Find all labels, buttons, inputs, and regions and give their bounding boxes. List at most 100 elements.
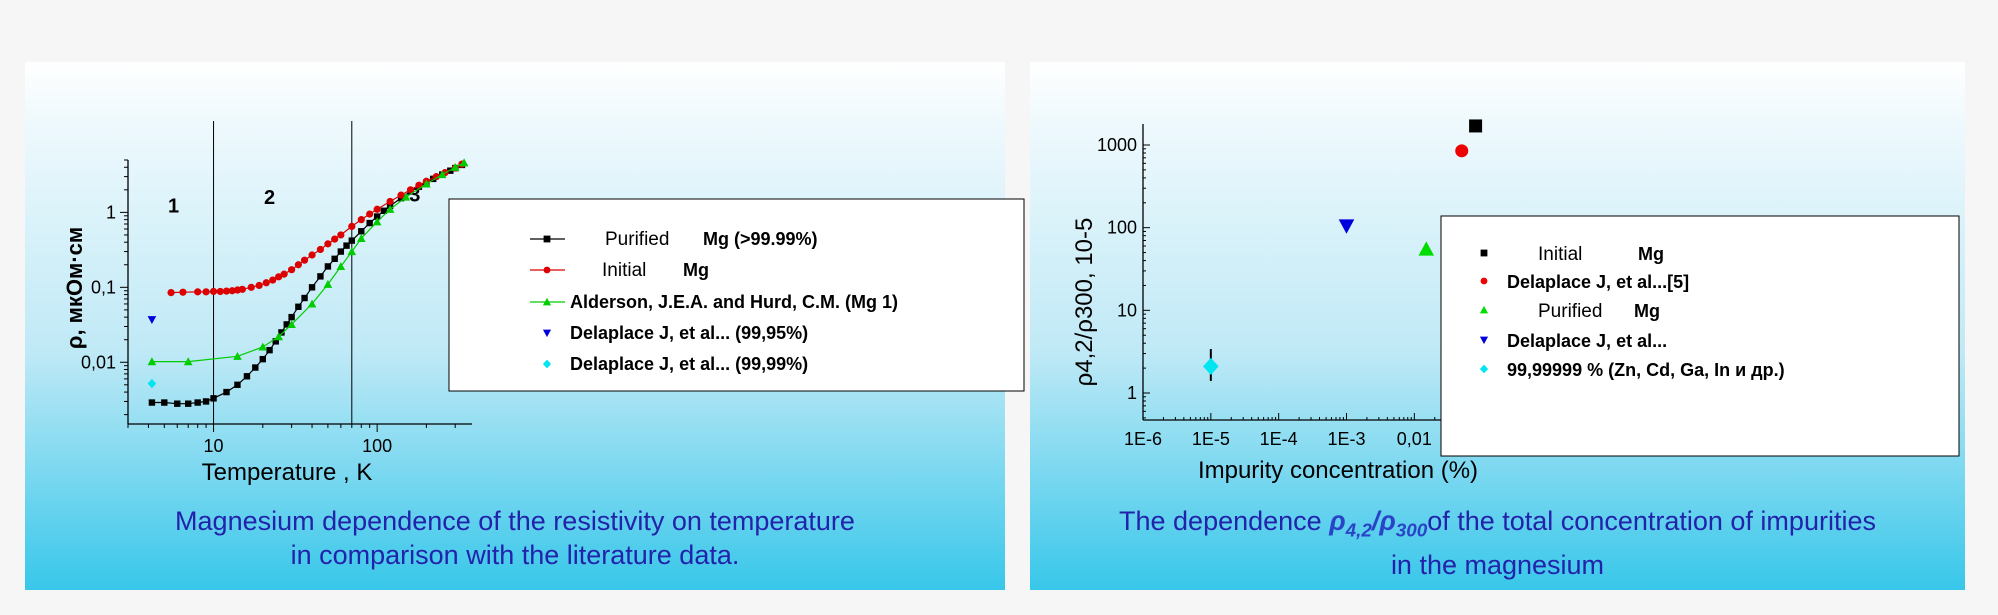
chart1-data-point <box>161 399 168 406</box>
chart1-data-point <box>259 355 266 363</box>
chart2-x-tick-label: 1E-5 <box>1192 429 1230 449</box>
chart1-x-axis-title: Temperature , K <box>202 459 373 486</box>
chart1-data-point <box>308 284 316 291</box>
chart1-data-point <box>274 332 283 341</box>
chart1-region-label: 3 <box>409 184 420 206</box>
chart1-data-point <box>287 320 296 329</box>
chart1-series-2 <box>147 158 469 366</box>
chart1-series-3 <box>147 316 157 324</box>
chart1-y-tick-label: 0,01 <box>81 352 116 372</box>
chart1-data-point <box>228 287 236 295</box>
left-caption: Magnesium dependence of the resistivity … <box>25 504 1005 572</box>
left-caption-line1: Magnesium dependence of the resistivity … <box>175 506 855 536</box>
chart2-legend: Initial Mg Delaplace J, et al...[5] Purifie… <box>1440 215 1960 457</box>
chart2-series-4 <box>1203 349 1219 381</box>
chart2-data-point <box>1338 219 1355 234</box>
chart1-data-point <box>422 179 431 188</box>
chart1-data-point <box>294 261 302 269</box>
chart1-data-point <box>348 237 356 244</box>
chart1-data-point <box>337 248 345 255</box>
chart1-series-4 <box>147 378 157 389</box>
chart1-legend-entry: Initial <box>602 260 646 281</box>
chart2-axes: 1E-61E-51E-41E-30,010,111101001000Impuri… <box>1071 124 1555 484</box>
chart1-data-point <box>380 207 388 214</box>
chart1-data-point <box>317 273 324 280</box>
chart1-data-point <box>202 288 210 296</box>
chart1-legend-marker <box>542 297 552 306</box>
chart1-data-point <box>148 399 156 406</box>
chart1-data-point <box>183 357 193 366</box>
right-caption-rest: of the total concentration of impurities <box>1427 506 1876 536</box>
chart1-data-point <box>247 283 255 291</box>
chart1-data-point <box>194 399 201 406</box>
chart1-data-point <box>301 294 308 302</box>
chart2-legend-marker <box>1480 277 1488 285</box>
chart1-data-point <box>356 234 366 242</box>
chart1-data-point <box>366 219 373 227</box>
chart1-x-tick-label: 10 <box>204 436 224 456</box>
chart1-data-point <box>210 395 217 402</box>
chart1-data-point <box>323 279 333 288</box>
chart1-data-point <box>406 186 415 194</box>
chart1-data-point <box>373 205 381 213</box>
chart2-x-tick-label: 1E-3 <box>1327 429 1365 449</box>
chart1-y-tick-label: 1 <box>106 202 116 222</box>
right-caption-prefix: The dependence <box>1119 506 1330 536</box>
chart1-data-point <box>202 398 210 405</box>
chart1-data-point <box>307 299 317 308</box>
chart1-data-point <box>331 255 338 263</box>
chart1-data-point <box>373 213 381 220</box>
chart1-data-point <box>272 338 279 345</box>
chart1-legend-entry: Alderson, J.E.A. and Hurd, C.M. (Mg 1) <box>570 292 898 312</box>
chart2-y-tick-label: 1000 <box>1097 135 1137 155</box>
chart2-legend-entry: Initial <box>1538 244 1582 265</box>
chart1-data-point <box>295 303 302 310</box>
chart1-data-point <box>280 270 288 278</box>
chart2-legend-entry-suffix: Mg <box>1634 301 1660 321</box>
chart1-region-label: 1 <box>168 195 179 217</box>
chart2-series-1 <box>1455 144 1469 158</box>
chart1-legend-entry-suffix: Mg (>99.99%) <box>703 229 818 249</box>
chart1-data-point <box>185 400 192 407</box>
chart2-series-2 <box>1418 241 1435 256</box>
chart1-data-point <box>174 400 181 407</box>
left-caption-line2: in comparison with the literature data. <box>290 540 740 570</box>
chart2-legend-marker <box>1479 336 1489 345</box>
chart1-legend-entry: Delaplace J, et al... (99,95%) <box>570 323 808 343</box>
right-caption-formula: ρ4,2/ρ300 <box>1329 506 1428 542</box>
chart1-legend-marker <box>542 359 552 369</box>
chart1-data-point <box>308 251 316 259</box>
chart1-data-point <box>147 316 157 324</box>
chart1-data-point <box>258 342 268 351</box>
chart2-legend-entry: Delaplace J, et al...[5] <box>1507 272 1689 292</box>
chart1-legend-entry: Purified <box>605 229 669 250</box>
chart1-data-point <box>385 204 395 213</box>
chart1-data-point <box>372 217 382 226</box>
chart2-y-tick-label: 1 <box>1127 383 1137 403</box>
chart1-legend-marker <box>543 266 551 274</box>
chart2-legend-marker <box>1480 249 1488 257</box>
chart2-y-tick-label: 100 <box>1107 218 1137 238</box>
chart1-data-point <box>216 287 224 296</box>
chart1-data-point <box>324 240 332 248</box>
chart2-legend-marker <box>1479 305 1489 314</box>
chart1-data-point <box>316 245 325 254</box>
chart1-data-point <box>343 242 350 249</box>
chart1-axes: 10 100 0,01 0,1 1 1 2 3 Temperature , K ρ, мкОм·с… <box>62 121 472 486</box>
chart1-data-point <box>397 191 405 199</box>
chart1-data-point <box>337 231 345 239</box>
left-chart-panel: 10 100 0,01 0,1 1 1 2 3 Temperature , K ρ, мкОм·с… <box>25 62 1025 590</box>
chart1-y-tick-label: 0,1 <box>91 277 116 297</box>
chart1-data-point <box>324 263 332 270</box>
chart1-y-axis-title: ρ, мкОм·см <box>62 227 87 349</box>
chart2-legend-box <box>1440 215 1960 457</box>
chart1-data-point <box>275 273 283 281</box>
resistivity-temperature-chart: 10 100 0,01 0,1 1 1 2 3 Temperature , K ρ, мкОм·с… <box>62 121 1025 486</box>
chart1-data-point <box>209 287 218 296</box>
chart1-data-point <box>450 162 460 171</box>
chart1-data-point <box>288 313 295 321</box>
chart1-data-point <box>283 321 290 328</box>
chart2-data-point <box>1455 144 1469 158</box>
chart1-data-point <box>288 266 296 274</box>
chart1-data-point <box>429 175 437 183</box>
